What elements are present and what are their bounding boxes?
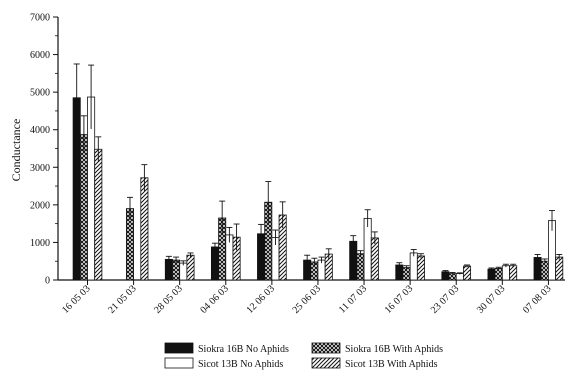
- y-tick-label: 1000: [30, 238, 50, 249]
- bar: [494, 267, 503, 281]
- bar: [349, 240, 358, 281]
- bar: [186, 254, 195, 281]
- legend-swatch: [311, 357, 341, 369]
- y-tick-label: 2000: [30, 200, 50, 211]
- x-tick-label: 21 05 03: [106, 283, 139, 316]
- legend-label: Siokra 16B With Aphids: [345, 344, 443, 355]
- bar: [533, 257, 542, 281]
- bar: [463, 265, 472, 281]
- bar: [540, 260, 549, 281]
- legend-label: Sicot 13B No Aphids: [198, 359, 283, 370]
- y-tick-label: 4000: [30, 125, 50, 136]
- legend-swatch: [164, 342, 194, 354]
- bar: [501, 265, 510, 281]
- x-ticks: 16 05 03 21 05 03 28 05 03 04 06 03 12 06 03…: [60, 280, 554, 316]
- x-tick-label: 12 06 03: [244, 283, 277, 316]
- y-tick-label: 7000: [30, 13, 50, 24]
- x-tick-label: 23 07 03: [429, 283, 462, 316]
- bar: [441, 271, 450, 281]
- x-tick-label: 04 06 03: [198, 283, 231, 316]
- legend-swatch: [164, 357, 194, 369]
- x-tick-label: 25 06 03: [291, 283, 324, 316]
- legend-label: Sicot 13B With Aphids: [345, 359, 438, 370]
- x-tick-label: 16 07 03: [383, 283, 416, 316]
- bar: [370, 237, 379, 281]
- y-ticks: 0 1000 2000 3000 4000 5000 6000 7000: [30, 13, 58, 287]
- x-tick-label: 07 08 03: [521, 283, 554, 316]
- x-tick-label: 30 07 03: [475, 283, 508, 316]
- x-tick-label: 16 05 03: [60, 283, 93, 316]
- y-tick-label: 0: [45, 276, 50, 287]
- y-axis-title: Conductance: [9, 119, 23, 182]
- bar: [416, 255, 425, 281]
- y-tick-label: 6000: [30, 50, 50, 61]
- axes: [57, 17, 565, 281]
- legend: Siokra 16B No Aphids Siokra 16B With Aphi…: [164, 342, 443, 370]
- bar: [555, 256, 564, 281]
- bar: [164, 258, 173, 281]
- bar: [210, 246, 219, 281]
- bar: [455, 273, 464, 281]
- bar: [356, 253, 365, 281]
- y-tick-label: 3000: [30, 163, 50, 174]
- legend-label: Siokra 16B No Aphids: [198, 344, 289, 355]
- legend-swatch: [311, 342, 341, 354]
- error-bars: [73, 63, 563, 275]
- x-tick-label: 11 07 03: [337, 283, 369, 315]
- x-tick-label: 28 05 03: [152, 283, 185, 316]
- bar: [409, 252, 418, 281]
- bars: [72, 96, 564, 281]
- bar: [509, 265, 518, 281]
- bar: [140, 177, 149, 281]
- bar: [79, 134, 88, 281]
- bar: [363, 217, 372, 281]
- bar: [179, 262, 188, 281]
- bar: [94, 148, 103, 281]
- bar: [487, 268, 496, 281]
- y-tick-label: 5000: [30, 88, 50, 99]
